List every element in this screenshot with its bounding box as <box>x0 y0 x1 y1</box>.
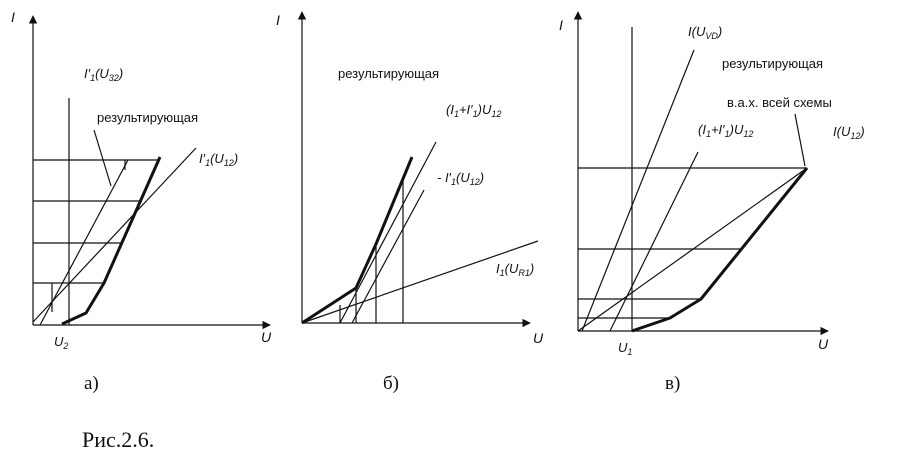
panel-a-caption: а) <box>84 373 99 394</box>
panel-a: I U I′1(U32) результирующая I′1(U12) U2 … <box>11 9 272 394</box>
panel-c-sum-curve <box>609 151 699 332</box>
panel-c-tick-u1: U1 <box>618 340 632 357</box>
panel-c: I U I(UVD) результирующая в.а.х. всей сх… <box>559 11 865 394</box>
panel-c-ivd-curve <box>581 49 695 332</box>
panel-b-x-label: U <box>533 330 544 346</box>
panel-c-label-sum: (I1+I′1)U12 <box>698 122 753 139</box>
panel-a-i32-curve <box>39 159 129 326</box>
panel-c-i1-curve <box>577 167 808 332</box>
panel-c-y-label: I <box>559 17 563 33</box>
panel-b-resulting-curve <box>301 156 414 325</box>
panel-b: I U результирующая (I1+I′1)U12 - I′1(U12… <box>276 11 544 394</box>
panel-a-resulting-pointer <box>93 129 112 187</box>
panel-b-label-sum: (I1+I′1)U12 <box>446 102 501 119</box>
panel-a-i12-curve <box>32 147 197 323</box>
panel-a-label-i32: I′1(U32) <box>84 66 123 83</box>
panel-b-ir1-curve <box>301 240 539 324</box>
panel-a-label-resulting: результирующая <box>97 110 198 125</box>
panel-a-tick-u2: U2 <box>54 334 68 351</box>
panel-a-y-label: I <box>11 9 15 25</box>
panel-b-neg-curve <box>351 189 425 324</box>
panel-b-y-label: I <box>276 12 280 28</box>
panel-c-label-i12: I(U12) <box>833 124 865 141</box>
panel-c-label-ivd: I(UVD) <box>688 24 722 41</box>
panel-c-resulting-curve <box>631 167 809 333</box>
panel-b-label-neg: - I′1(U12) <box>437 170 484 187</box>
panel-a-resulting-curve <box>61 156 162 326</box>
panel-b-caption: б) <box>383 373 399 394</box>
panel-c-vax-pointer <box>794 113 806 167</box>
panel-a-label-i12: I′1(U12) <box>199 151 238 168</box>
panel-c-x-label: U <box>818 336 829 352</box>
figure-caption: Рис.2.6. <box>82 427 154 452</box>
panel-b-label-resulting: результирующая <box>338 66 439 81</box>
panel-b-sum-curve <box>339 141 437 324</box>
panel-a-x-label: U <box>261 329 272 345</box>
panel-c-label-resulting: результирующая <box>722 56 823 71</box>
panel-c-caption: в) <box>665 373 680 394</box>
panel-b-label-ir1: I1(UR1) <box>496 261 534 278</box>
panel-c-label-vax: в.а.х. всей схемы <box>727 95 832 110</box>
